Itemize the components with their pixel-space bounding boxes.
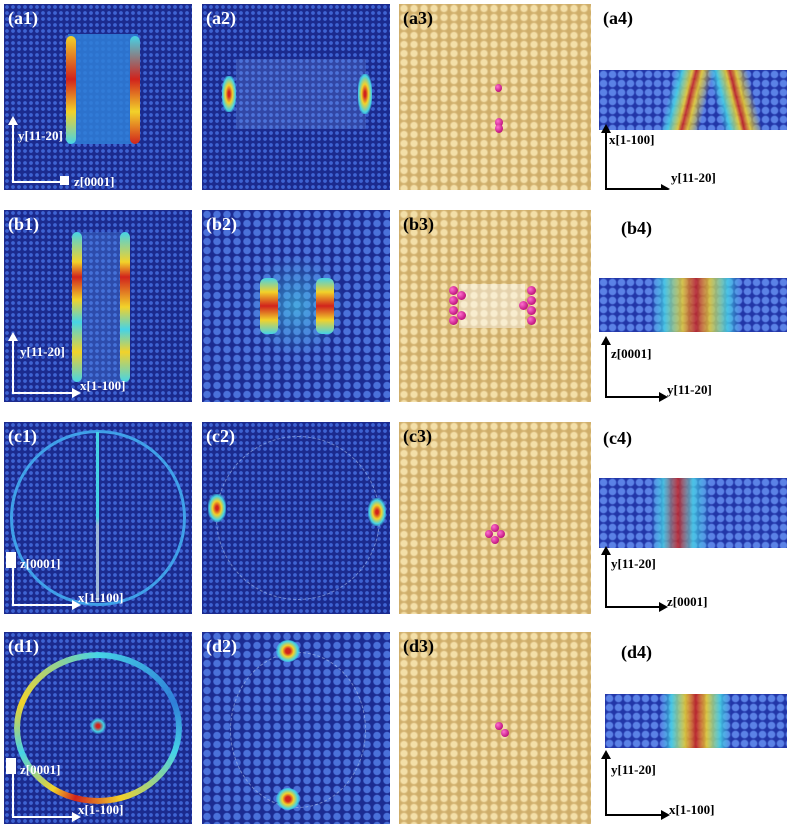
loop-trace <box>230 652 366 808</box>
pink-atom <box>495 722 503 730</box>
core-defect <box>90 718 106 734</box>
defect-top <box>276 640 300 662</box>
axis-label-horizontal: z[0001] <box>74 174 115 189</box>
axis-label-vertical: z[0001] <box>611 346 652 361</box>
dislocation-band <box>661 694 731 748</box>
panel-b1: (b1) y[11-20] x[1-100] <box>4 210 192 402</box>
shadow-region <box>236 59 366 129</box>
panel-c4: (c4) y[11-20] z[0001] <box>597 422 790 614</box>
axis-label-horizontal: y[11-20] <box>671 170 716 185</box>
pink-atom <box>449 296 458 305</box>
axis-label-vertical: y[11-20] <box>18 128 63 143</box>
loop-diameter <box>96 432 99 602</box>
cylinder-region <box>68 34 138 144</box>
dislocation-band-right <box>707 70 763 130</box>
dislocation-band-left <box>659 70 715 130</box>
defect-line-right <box>130 36 140 144</box>
axis-label-horizontal: y[11-20] <box>667 382 712 397</box>
panel-label: (d1) <box>8 636 39 656</box>
panel-a2: (a2) <box>202 4 390 190</box>
panel-label: (c3) <box>403 426 432 446</box>
panel-label: (c2) <box>206 426 235 446</box>
atom-strip <box>599 70 787 130</box>
panel-label: (a1) <box>8 8 38 28</box>
pink-atom <box>449 316 458 325</box>
pink-atom <box>495 124 503 133</box>
axis-label-vertical: y[11-20] <box>611 762 656 777</box>
atom-strip <box>599 278 787 332</box>
axis-label-vertical: z[0001] <box>20 556 61 571</box>
panel-label: (d4) <box>621 642 652 662</box>
loop-circle <box>10 430 186 606</box>
panel-label: (c4) <box>603 428 632 448</box>
dislocation-band <box>651 278 741 332</box>
defect-right <box>358 74 372 114</box>
panel-label: (b2) <box>206 214 237 234</box>
panel-c3: (c3) <box>399 422 591 614</box>
pink-atom <box>449 286 458 295</box>
pink-atom <box>527 316 536 325</box>
panel-label: (b4) <box>621 218 652 238</box>
axis-label-horizontal: x[1-100] <box>78 590 124 605</box>
pink-atom <box>457 311 466 320</box>
pink-atom <box>501 729 509 737</box>
axis-label-vertical: x[1-100] <box>609 132 655 147</box>
axis-label-horizontal: z[0001] <box>667 594 708 609</box>
panel-d3: (d3) <box>399 632 591 824</box>
defect-line-left <box>72 232 82 382</box>
panel-label: (a2) <box>206 8 236 28</box>
panel-label: (c1) <box>8 426 37 446</box>
panel-a4: (a4) x[1-100] y[11-20] <box>597 4 790 190</box>
axis-label-horizontal: x[1-100] <box>80 378 126 393</box>
axis-label-vertical: y[11-20] <box>611 556 656 571</box>
defect-left <box>208 494 226 522</box>
pink-atom <box>527 286 536 295</box>
panel-a3: (a3) <box>399 4 591 190</box>
panel-label: (a3) <box>403 8 433 28</box>
defect-bottom <box>276 788 300 810</box>
pink-atom <box>527 306 536 315</box>
pink-atom <box>485 530 493 538</box>
pink-atom <box>519 301 528 310</box>
atom-strip <box>599 478 787 548</box>
panel-c2: (c2) <box>202 422 390 614</box>
atom-strip <box>605 694 787 748</box>
panel-label: (a4) <box>603 8 633 28</box>
panel-label: (b3) <box>403 214 434 234</box>
defect-right <box>368 498 386 526</box>
axis-label-vertical: z[0001] <box>20 762 61 777</box>
dislocation-band <box>651 478 711 548</box>
pink-atom <box>457 291 466 300</box>
panel-b2: (b2) <box>202 210 390 402</box>
axis-label-vertical: y[11-20] <box>20 344 65 359</box>
panel-b3: (b3) <box>399 210 591 402</box>
panel-a1: (a1) y[11-20] z[0001] <box>4 4 192 190</box>
panel-label: (b1) <box>8 214 39 234</box>
loop-trace <box>216 436 380 600</box>
pink-atom <box>491 536 499 544</box>
panel-b4: (b4) z[0001] y[11-20] <box>597 210 790 402</box>
panel-label: (d2) <box>206 636 237 656</box>
defect-line-left <box>66 36 76 144</box>
defect-left <box>260 278 278 334</box>
panel-d4: (d4) y[11-20] x[1-100] <box>597 632 790 824</box>
pink-atom <box>449 306 458 315</box>
pink-atom <box>495 118 503 127</box>
pink-atom <box>491 524 499 532</box>
panel-label: (d3) <box>403 636 434 656</box>
pink-atom <box>527 296 536 305</box>
panel-c1: (c1) z[0001] x[1-100] <box>4 422 192 614</box>
pink-atom <box>497 530 505 538</box>
panel-d1: (d1) z[0001] x[1-100] <box>4 632 192 824</box>
pink-atom <box>495 84 502 92</box>
defect-line-right <box>120 232 130 382</box>
axis-label-horizontal: x[1-100] <box>78 802 124 817</box>
defect-left <box>222 76 236 112</box>
defect-right <box>316 278 334 334</box>
panel-d2: (d2) <box>202 632 390 824</box>
hollow-region <box>459 284 525 328</box>
axis-label-horizontal: x[1-100] <box>669 802 715 817</box>
